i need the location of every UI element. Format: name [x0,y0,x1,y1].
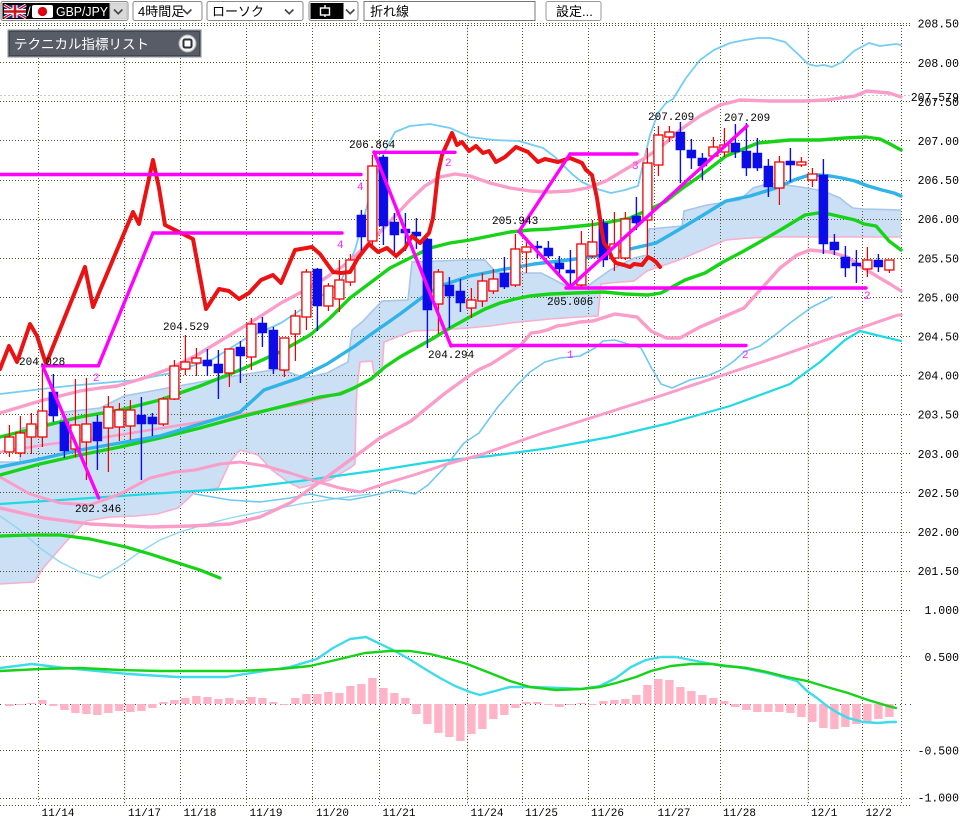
svg-text:11/19: 11/19 [250,808,283,820]
svg-text:4時間足: 4時間足 [138,4,184,19]
svg-text:4: 4 [337,240,344,252]
svg-text:206.00: 206.00 [918,214,960,227]
svg-text:1: 1 [567,350,574,362]
svg-text:1.000: 1.000 [924,605,959,618]
svg-text:11/17: 11/17 [128,808,161,820]
svg-text:4: 4 [357,182,364,194]
svg-text:11/26: 11/26 [591,808,624,820]
svg-text:207.00: 207.00 [918,136,960,149]
svg-text:設定...: 設定... [556,4,593,19]
svg-text:2: 2 [445,158,452,170]
svg-text:205.00: 205.00 [918,292,960,305]
svg-text:204.294: 204.294 [428,350,475,362]
svg-text:-1.000: -1.000 [918,793,960,806]
svg-text:203.50: 203.50 [918,410,960,423]
svg-text:ローソク: ローソク [212,4,264,19]
svg-text:202.00: 202.00 [918,527,960,540]
svg-text:207.209: 207.209 [724,113,770,125]
svg-text:204.028: 204.028 [19,357,65,369]
svg-text:11/27: 11/27 [658,808,691,820]
svg-text:207.209: 207.209 [648,112,694,124]
svg-text:折れ線: 折れ線 [370,4,409,19]
svg-text:11/21: 11/21 [383,808,416,820]
svg-text:205.006: 205.006 [547,297,593,309]
svg-text:11/18: 11/18 [184,808,217,820]
svg-text:204.50: 204.50 [918,332,960,345]
svg-text:12/2: 12/2 [866,808,892,820]
svg-text:11/25: 11/25 [525,808,558,820]
svg-text:2: 2 [864,291,871,303]
svg-text:11/20: 11/20 [316,808,349,820]
svg-text:0.500: 0.500 [924,652,959,665]
svg-text:11/14: 11/14 [42,808,75,820]
svg-text:3: 3 [632,161,639,173]
svg-text:11/28: 11/28 [723,808,756,820]
svg-text:207.50: 207.50 [918,97,960,110]
svg-text:207.579: 207.579 [911,92,959,105]
svg-text:/: / [27,4,31,19]
svg-text:206.864: 206.864 [349,140,396,152]
svg-text:208.00: 208.00 [918,58,960,71]
svg-text:205.50: 205.50 [918,253,960,266]
svg-text:205.943: 205.943 [492,216,538,228]
svg-text:2: 2 [93,373,100,385]
svg-text:201.50: 201.50 [918,566,960,579]
svg-text:204.529: 204.529 [163,322,209,334]
svg-text:204.00: 204.00 [918,371,960,384]
svg-text:11/24: 11/24 [471,808,504,820]
svg-text:2: 2 [742,350,749,362]
svg-text:203.00: 203.00 [918,449,960,462]
svg-text:-0.500: -0.500 [918,746,960,759]
svg-text:202.50: 202.50 [918,488,960,501]
svg-text:GBP/JPY: GBP/JPY [56,4,108,19]
svg-text:208.50: 208.50 [918,19,960,32]
svg-text:206.50: 206.50 [918,175,960,188]
svg-text:202.346: 202.346 [75,504,121,516]
svg-text:12/1: 12/1 [811,808,838,820]
svg-text:テクニカル指標リスト: テクニカル指標リスト [14,37,149,52]
